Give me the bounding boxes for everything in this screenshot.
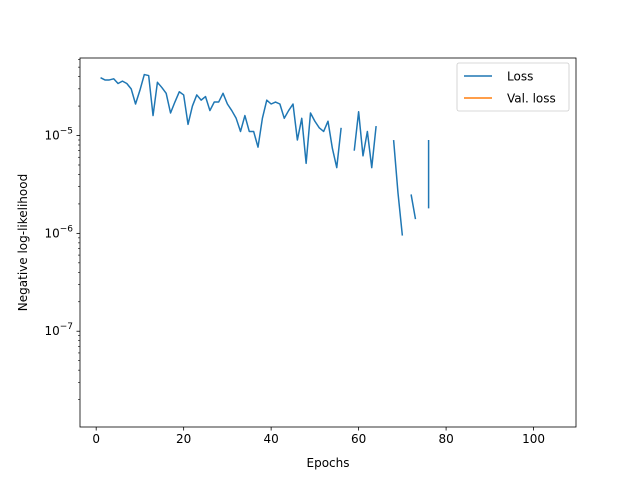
legend-label-val-loss: Val. loss — [507, 92, 556, 106]
y-tick-label: 10−7 — [44, 322, 73, 338]
legend-label-loss: Loss — [507, 70, 533, 84]
plot-area — [80, 58, 576, 427]
x-axis-label: Epochs — [307, 456, 350, 470]
y-axis-label: Negative log-likelihood — [16, 174, 30, 311]
x-tick-label: 80 — [438, 432, 453, 446]
x-tick-label: 40 — [263, 432, 278, 446]
x-axis-ticks: 0 20 40 60 80 100 — [92, 427, 545, 446]
x-tick-label: 20 — [176, 432, 191, 446]
y-tick-label: 10−5 — [44, 127, 73, 143]
plot-frame — [79, 57, 577, 428]
legend: Loss Val. loss — [456, 62, 570, 112]
legend-box — [456, 62, 570, 112]
x-tick-label: 60 — [351, 432, 366, 446]
x-tick-label: 0 — [92, 432, 100, 446]
y-axis-ticks: 10−7 10−6 10−5 — [44, 59, 80, 400]
x-tick-label: 100 — [522, 432, 545, 446]
y-tick-label: 10−6 — [44, 224, 73, 240]
